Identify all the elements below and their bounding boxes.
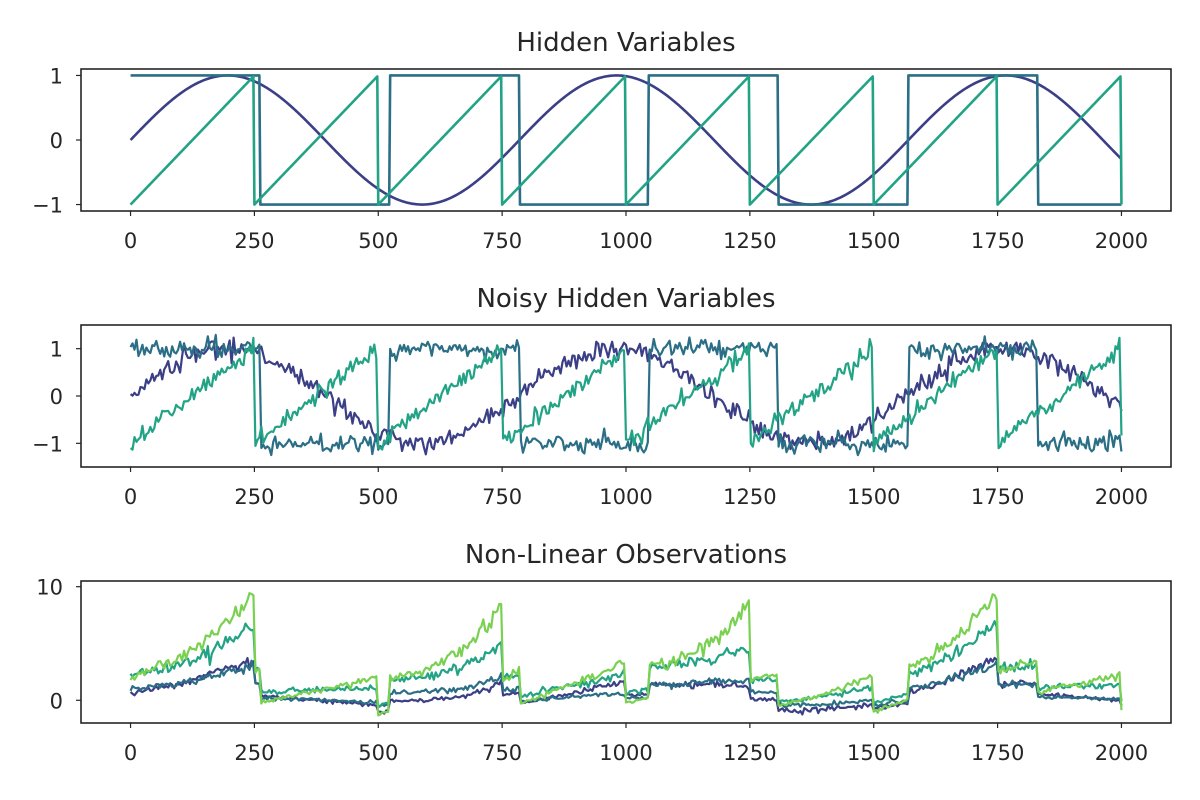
x-tick-label: 1250 xyxy=(723,229,776,253)
x-tick-label: 0 xyxy=(124,485,137,509)
x-tick-label: 750 xyxy=(482,741,522,765)
series-line-1 xyxy=(129,336,1123,456)
x-tick-label: 2000 xyxy=(1095,485,1148,509)
x-tick-label: 2000 xyxy=(1095,229,1148,253)
x-axis: 0 250 500 750 1000 1250 1500 1750 2000 xyxy=(124,467,1148,509)
series-line-2 xyxy=(129,333,1123,457)
series-layer xyxy=(129,592,1123,717)
y-tick-label: 0 xyxy=(50,129,63,153)
x-tick-label: 1000 xyxy=(599,485,652,509)
series-layer xyxy=(129,74,1123,206)
series-line-4 xyxy=(129,592,1123,717)
x-tick-label: 1250 xyxy=(723,741,776,765)
y-tick-label: −1 xyxy=(32,194,63,218)
x-tick-label: 250 xyxy=(234,485,274,509)
series-layer xyxy=(129,333,1123,457)
subplot-noisy-hidden-variables: Noisy Hidden Variables 0 250 500 750 1000 125… xyxy=(32,284,1172,509)
subplot-title: Non-Linear Observations xyxy=(465,540,787,570)
x-tick-label: 1750 xyxy=(971,229,1024,253)
x-tick-label: 500 xyxy=(358,485,398,509)
x-tick-label: 1000 xyxy=(599,741,652,765)
y-tick-label: 1 xyxy=(50,64,63,88)
x-tick-label: 1500 xyxy=(847,741,900,765)
subplot-title: Noisy Hidden Variables xyxy=(476,284,775,314)
x-tick-label: 2000 xyxy=(1095,741,1148,765)
x-tick-label: 250 xyxy=(234,229,274,253)
y-axis: −1 0 1 xyxy=(32,64,81,218)
x-axis: 0 250 500 750 1000 1250 1500 1750 2000 xyxy=(124,211,1148,253)
x-tick-label: 750 xyxy=(482,229,522,253)
y-tick-label: 0 xyxy=(50,689,63,713)
y-tick-label: −1 xyxy=(32,432,63,456)
x-tick-label: 1000 xyxy=(599,229,652,253)
x-tick-label: 1750 xyxy=(971,485,1024,509)
x-tick-label: 750 xyxy=(482,485,522,509)
y-tick-label: 10 xyxy=(36,576,63,600)
x-tick-label: 1750 xyxy=(971,741,1024,765)
x-tick-label: 500 xyxy=(358,229,398,253)
y-axis: 0 10 xyxy=(36,576,81,713)
x-tick-label: 1500 xyxy=(847,229,900,253)
x-tick-label: 0 xyxy=(124,741,137,765)
x-tick-label: 1500 xyxy=(847,485,900,509)
series-line-3 xyxy=(129,75,1123,206)
x-tick-label: 500 xyxy=(358,741,398,765)
subplot-title: Hidden Variables xyxy=(516,28,735,58)
x-tick-label: 250 xyxy=(234,741,274,765)
y-tick-label: 0 xyxy=(50,385,63,409)
series-line-3 xyxy=(129,336,1123,453)
x-axis: 0 250 500 750 1000 1250 1500 1750 2000 xyxy=(124,723,1148,765)
subplot-non-linear-observations: Non-Linear Observations 0 250 500 750 1000 12… xyxy=(36,540,1172,765)
y-axis: −1 0 1 xyxy=(32,338,81,456)
subplot-hidden-variables: Hidden Variables 0 250 500 750 1000 1250 1500 1… xyxy=(32,28,1172,253)
y-tick-label: 1 xyxy=(50,338,63,362)
x-tick-label: 0 xyxy=(124,229,137,253)
x-tick-label: 1250 xyxy=(723,485,776,509)
